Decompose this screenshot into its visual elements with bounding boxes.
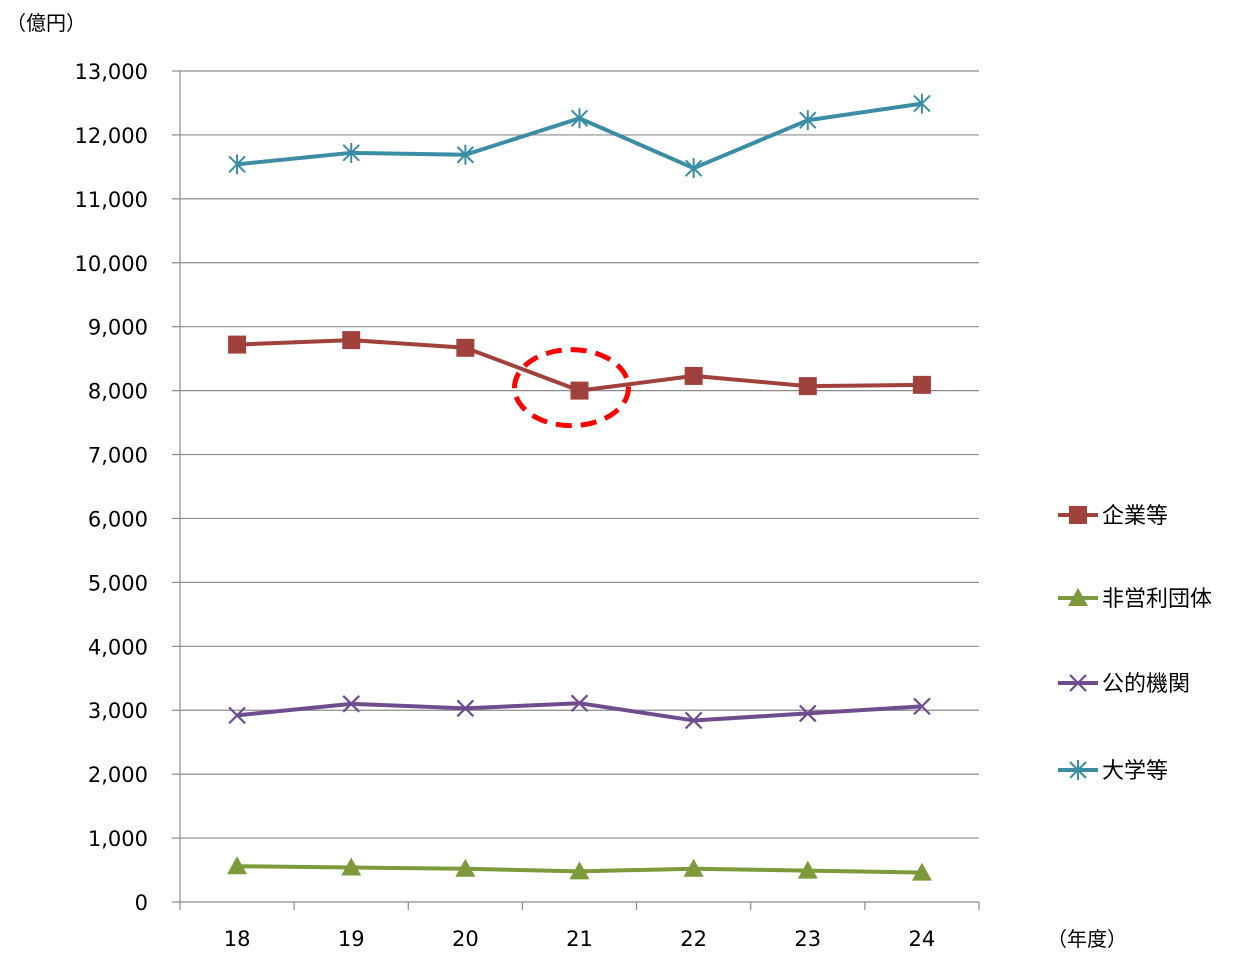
series-2 (227, 856, 932, 881)
y-tick-label: 12,000 (75, 124, 148, 148)
legend-label: 非営利団体 (1102, 587, 1212, 612)
legend-item: 大学等 (1058, 759, 1168, 784)
y-unit-label: （億円） (6, 11, 86, 35)
data-point (342, 331, 361, 350)
y-tick-label: 13,000 (75, 60, 148, 84)
data-point (456, 338, 475, 357)
legend-label: 公的機関 (1102, 672, 1190, 697)
series-line (236, 701, 923, 723)
data-point (913, 697, 931, 716)
highlight-group (512, 347, 631, 429)
y-tick-label: 11,000 (75, 188, 148, 212)
x-tick-label: 20 (452, 927, 479, 951)
data-point (228, 335, 247, 354)
y-tick-labels: 0 1,000 2,000 3,000 4,000 5,000 6,000 7,000 8,00… (75, 60, 148, 915)
data-point (570, 694, 589, 712)
y-tick-label: 6,000 (88, 507, 148, 531)
highlight-ellipse (512, 347, 631, 429)
data-point (912, 375, 931, 394)
y-tick-label: 0 (135, 891, 148, 915)
legend-marker (1069, 674, 1087, 692)
data-point (570, 108, 589, 129)
y-tick-label: 3,000 (88, 699, 148, 723)
y-tick-label: 1,000 (88, 827, 148, 851)
y-tick-label: 9,000 (88, 316, 148, 340)
data-point (342, 695, 360, 713)
data-point (570, 381, 589, 400)
data-point (228, 154, 246, 175)
data-point (455, 858, 476, 877)
data-point (569, 861, 590, 880)
x-tick-labels: 18 19 20 21 22 23 24 (224, 927, 936, 951)
legend-item: 非営利団体 (1058, 587, 1212, 612)
data-point (228, 706, 246, 725)
gridlines (180, 70, 979, 839)
x-tick-label: 24 (909, 927, 936, 951)
data-point (799, 704, 817, 723)
data-point (797, 860, 818, 879)
data-point (913, 93, 931, 114)
data-point (683, 858, 704, 877)
data-point (684, 158, 703, 179)
series-4 (228, 93, 931, 179)
legend-label: 大学等 (1102, 759, 1168, 784)
axes (172, 70, 980, 910)
x-tick-label: 18 (224, 927, 251, 951)
data-point (456, 699, 475, 718)
data-point (684, 711, 703, 730)
legend-item: 公的機関 (1058, 672, 1190, 697)
y-tick-label: 2,000 (88, 763, 148, 787)
y-tick-label: 5,000 (88, 571, 148, 595)
series-1 (228, 331, 931, 400)
data-point (456, 144, 475, 165)
x-tick-label: 21 (566, 927, 593, 951)
data-point (684, 366, 703, 385)
data-point (798, 377, 817, 396)
data-point (799, 110, 817, 131)
series-group (227, 93, 932, 881)
data-point (911, 862, 932, 881)
x-tick-label: 19 (338, 927, 365, 951)
series-3 (228, 694, 931, 730)
data-point (341, 857, 362, 876)
y-tick-label: 8,000 (88, 380, 148, 404)
y-tick-label: 7,000 (88, 444, 148, 468)
legend-label: 企業等 (1102, 504, 1168, 529)
data-point (342, 142, 360, 163)
legend-marker (1069, 506, 1087, 524)
x-tick-label: 23 (794, 927, 821, 951)
x-unit-label: （年度） (1047, 927, 1127, 951)
x-tick-label: 22 (680, 927, 707, 951)
y-tick-label: 4,000 (88, 635, 148, 659)
legend-marker (1069, 760, 1087, 780)
y-tick-label: 10,000 (75, 252, 148, 276)
legend-item: 企業等 (1058, 504, 1168, 529)
legend-marker (1068, 588, 1088, 606)
data-point (227, 856, 248, 875)
